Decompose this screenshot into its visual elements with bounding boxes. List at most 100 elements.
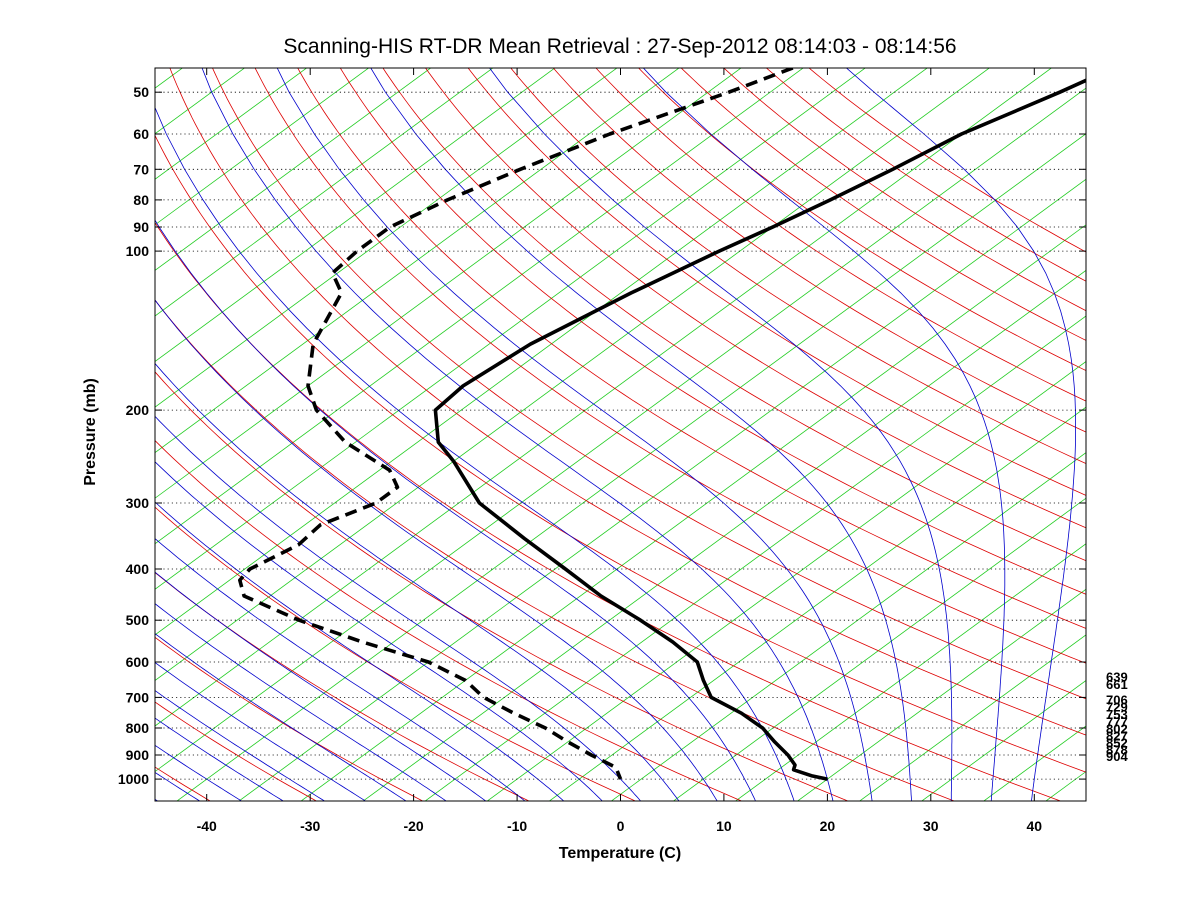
dry-adiabat [808,68,1086,253]
y-axis-label: Pressure (mb) [82,378,99,486]
green-line [734,543,1086,801]
y-tick-label: 700 [126,689,150,705]
green-line [796,588,1086,801]
y-tick-label: 400 [126,561,150,577]
green-line [921,679,1086,801]
x-tick-label: 20 [820,818,836,834]
dry-adiabat [680,68,1086,341]
y-tick-label: 80 [133,192,149,208]
moist-adiabat [155,219,756,801]
dry-adiabat [382,68,1086,562]
green-line [155,68,494,317]
y-tick-label: 800 [126,720,150,736]
moist-adiabat [155,662,367,801]
dry-adiabat [339,68,1086,595]
moist-adiabat [489,68,953,801]
green-line [155,68,990,681]
dry-adiabat [169,68,1086,736]
green-line [486,361,1086,801]
dry-adiabat [155,299,956,801]
dry-adiabat [765,68,1086,282]
side-label: 802 [1106,722,1128,737]
side-label: 904 [1106,749,1128,764]
y-tick-label: 60 [133,126,149,142]
dry-adiabat [467,68,1086,496]
dry-adiabat [595,68,1086,402]
side-label: 639 [1106,669,1128,684]
chart-title: Scanning-HIS RT-DR Mean Retrieval : 27-S… [283,35,956,58]
side-label: 729 [1106,700,1128,715]
moist-adiabat [155,461,603,801]
moist-adiabat [155,538,526,801]
green-line [859,634,1086,801]
x-tick-label: 40 [1027,818,1043,834]
side-label: 852 [1106,735,1128,750]
dry-adiabat [425,68,1086,529]
y-tick-label: 900 [126,747,150,763]
side-label: 753 [1106,707,1128,722]
y-tick-label: 1000 [118,771,149,787]
x-axis-ticks: -40 -30 -20 -10 0 10 20 30 40 [197,68,1043,834]
moist-adiabat [642,68,1006,801]
y-tick-label: 300 [126,495,150,511]
moist-adiabat [155,415,642,801]
side-label: 777 [1106,714,1128,729]
x-tick-label: 10 [716,818,732,834]
moist-adiabat [155,744,243,801]
x-tick-label: 30 [923,818,939,834]
y-tick-label: 200 [126,402,150,418]
green-line [155,68,1053,727]
dry-adiabat [155,506,637,801]
moist-adiabat [155,501,565,801]
moist-adiabat [155,603,447,801]
dry-adiabat [155,572,530,801]
moist-adiabat [370,68,912,801]
sounding-profiles [238,68,1086,781]
moist-adiabat [201,68,834,801]
moist-adiabat [155,299,718,801]
temperature-profile [433,78,1086,781]
side-label: 706 [1106,692,1128,707]
green-line [155,68,370,226]
x-tick-label: -40 [197,818,217,834]
y-tick-label: 600 [126,654,150,670]
green-line [300,224,1086,801]
dry-adiabat [155,371,849,801]
green-line [155,68,680,454]
green-line [155,68,742,499]
side-label: 661 [1106,677,1128,692]
moist-adiabat [155,571,487,801]
y-tick-label: 50 [133,84,149,100]
dry-adiabat [155,221,1062,801]
dry-adiabat [155,636,424,801]
moist-adiabat [155,633,407,801]
x-tick-label: -20 [403,818,423,834]
green-line [610,452,1086,801]
dry-adiabat [723,68,1086,312]
y-tick-label: 70 [133,161,149,177]
moist-adiabat [845,68,1076,801]
moist-adiabat [276,68,873,801]
green-line [155,68,804,545]
y-tick-label: 90 [133,219,149,235]
x-tick-label: 0 [617,818,625,834]
side-label: 878 [1106,742,1128,757]
x-axis-label: Temperature (C) [559,845,681,862]
green-line [155,87,1086,773]
dry-adiabat [638,68,1086,372]
dry-adiabat [552,68,1086,433]
x-tick-label: -10 [507,818,527,834]
moist-adiabat [155,362,680,801]
dry-adiabat [510,68,1086,464]
green-line [155,68,928,636]
dry-adiabat [254,68,1086,664]
dry-adiabat [155,440,743,801]
y-tick-label: 100 [126,243,150,259]
moist-adiabat [155,690,326,801]
side-label: 827 [1106,729,1128,744]
dewpoint-profile [238,68,794,780]
x-tick-label: -30 [300,818,320,834]
green-line [155,68,432,271]
